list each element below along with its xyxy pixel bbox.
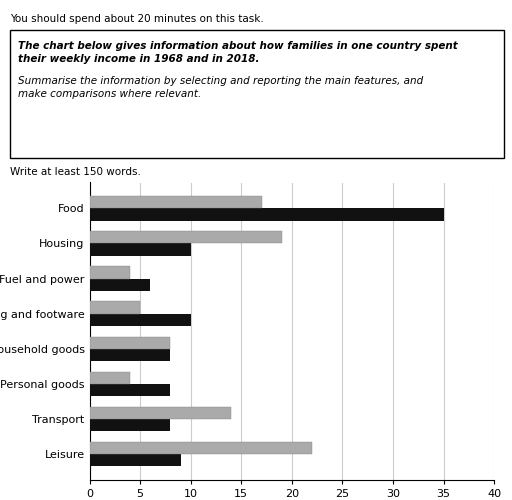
Bar: [90, 384, 170, 396]
Bar: [90, 372, 130, 384]
Bar: [90, 278, 151, 291]
Text: make comparisons where relevant.: make comparisons where relevant.: [18, 89, 201, 99]
Bar: [90, 407, 231, 419]
Text: The chart below gives information about how families in one country spent: The chart below gives information about …: [18, 41, 458, 51]
Bar: [90, 208, 443, 220]
Bar: [90, 231, 282, 243]
Bar: [90, 454, 181, 466]
Bar: [90, 349, 170, 361]
Bar: [90, 442, 312, 454]
Text: Summarise the information by selecting and reporting the main features, and: Summarise the information by selecting a…: [18, 76, 423, 86]
Text: their weekly income in 1968 and in 2018.: their weekly income in 1968 and in 2018.: [18, 54, 260, 64]
Bar: [90, 244, 191, 256]
Bar: [90, 419, 170, 432]
Bar: [90, 196, 262, 208]
Bar: [90, 314, 191, 326]
Text: You should spend about 20 minutes on this task.: You should spend about 20 minutes on thi…: [10, 14, 264, 24]
Bar: [90, 266, 130, 278]
Legend: 1968, 2018: 1968, 2018: [236, 134, 364, 154]
Title: 1968 and 2018: average weekly spending by families: 1968 and 2018: average weekly spending b…: [93, 134, 491, 146]
Bar: [90, 302, 140, 314]
Text: Write at least 150 words.: Write at least 150 words.: [10, 167, 141, 177]
Bar: [90, 336, 170, 349]
